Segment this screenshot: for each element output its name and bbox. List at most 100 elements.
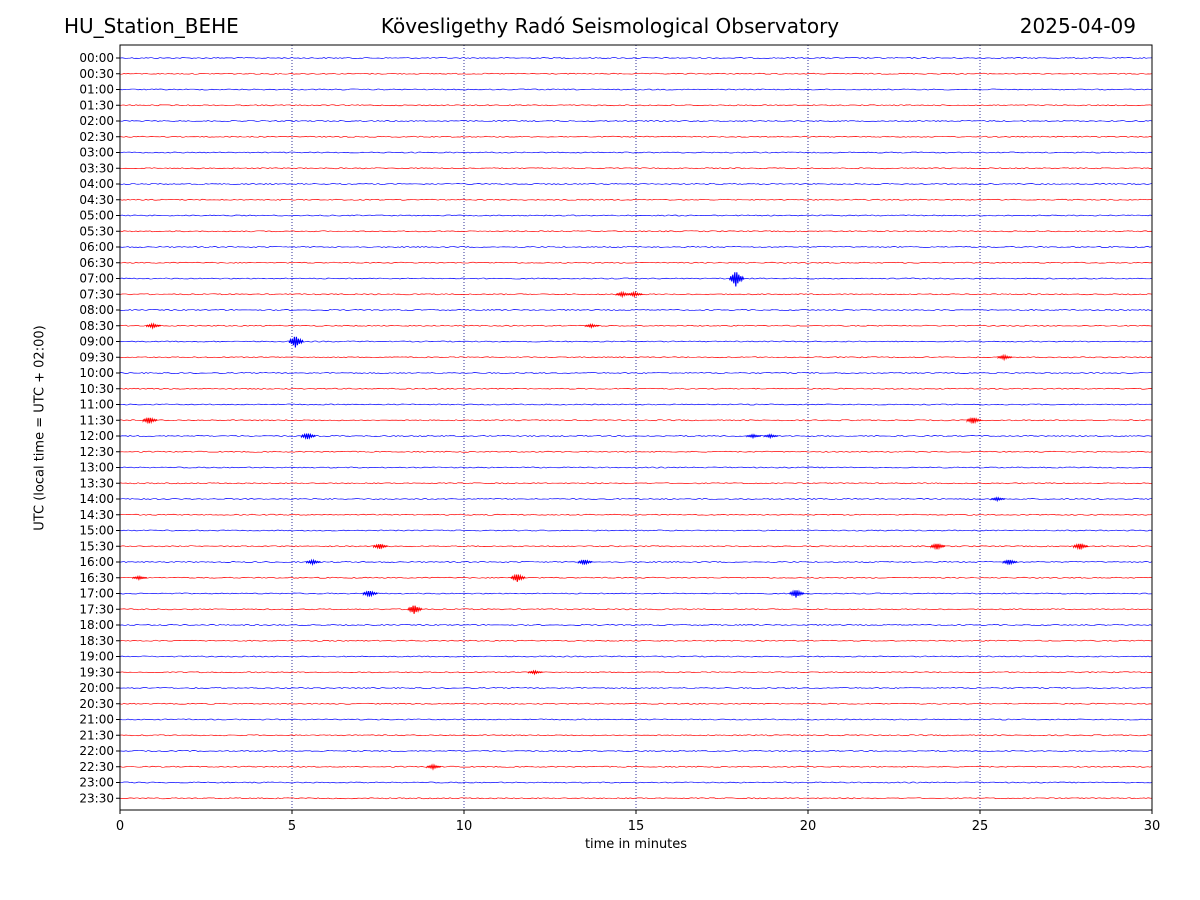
trace-0000 bbox=[119, 57, 1153, 59]
trace-1630 bbox=[119, 576, 1153, 579]
y-tick-label: 11:30 bbox=[79, 413, 114, 427]
trace-1000 bbox=[119, 372, 1153, 374]
y-tick-label: 23:00 bbox=[79, 776, 114, 790]
y-tick-label: 01:00 bbox=[79, 83, 114, 97]
trace-2000 bbox=[119, 687, 1153, 689]
y-tick-label: 00:30 bbox=[79, 67, 114, 81]
y-tick-label: 13:00 bbox=[79, 461, 114, 475]
trace-1930 bbox=[119, 671, 1153, 674]
y-tick-label: 21:30 bbox=[79, 728, 114, 742]
y-tick-label: 14:30 bbox=[79, 508, 114, 522]
y-tick-label: 09:30 bbox=[79, 350, 114, 364]
trace-1700 bbox=[119, 592, 1153, 595]
trace-0700 bbox=[119, 277, 1153, 280]
trace-0130 bbox=[119, 104, 1153, 107]
trace-0830 bbox=[119, 324, 1153, 327]
y-tick-label: 18:30 bbox=[79, 634, 114, 648]
y-tick-label: 15:00 bbox=[79, 524, 114, 538]
y-tick-label: 06:00 bbox=[79, 240, 114, 254]
y-tick-label: 14:00 bbox=[79, 492, 114, 506]
trace-1100 bbox=[119, 403, 1153, 406]
trace-1200 bbox=[119, 435, 1153, 437]
y-tick-label: 06:30 bbox=[79, 256, 114, 270]
y-tick-label: 12:30 bbox=[79, 445, 114, 459]
y-tick-label: 10:00 bbox=[79, 366, 114, 380]
trace-2100 bbox=[119, 718, 1153, 721]
seismic-event-1630 bbox=[510, 573, 526, 582]
trace-1830 bbox=[119, 639, 1153, 642]
trace-0430 bbox=[119, 198, 1153, 201]
y-tick-label: 21:00 bbox=[79, 713, 114, 727]
y-tick-label: 20:00 bbox=[79, 681, 114, 695]
trace-2130 bbox=[119, 734, 1153, 737]
trace-1600 bbox=[119, 561, 1153, 563]
y-tick-label: 04:30 bbox=[79, 193, 114, 207]
y-tick-label: 10:30 bbox=[79, 382, 114, 396]
station-name: HU_Station_BEHE bbox=[64, 14, 239, 38]
y-tick-label: 22:30 bbox=[79, 760, 114, 774]
x-tick-label: 5 bbox=[288, 819, 296, 834]
trace-0600 bbox=[119, 246, 1153, 248]
trace-0730 bbox=[119, 293, 1153, 296]
y-tick-label: 22:00 bbox=[79, 744, 114, 758]
y-tick-label: 05:00 bbox=[79, 209, 114, 223]
x-tick-label: 20 bbox=[800, 819, 817, 834]
trace-0200 bbox=[119, 120, 1153, 122]
y-tick-label: 20:30 bbox=[79, 697, 114, 711]
y-tick-label: 03:30 bbox=[79, 161, 114, 175]
trace-1500 bbox=[119, 529, 1153, 532]
trace-0400 bbox=[119, 183, 1153, 185]
trace-1330 bbox=[119, 482, 1153, 485]
trace-1300 bbox=[119, 466, 1153, 469]
trace-0300 bbox=[119, 151, 1153, 154]
y-tick-label: 19:30 bbox=[79, 665, 114, 679]
y-tick-label: 19:00 bbox=[79, 650, 114, 664]
y-tick-label: 15:30 bbox=[79, 539, 114, 553]
trace-0930 bbox=[119, 356, 1153, 359]
y-tick-label: 05:30 bbox=[79, 224, 114, 238]
y-tick-label: 16:00 bbox=[79, 555, 114, 569]
trace-1230 bbox=[119, 450, 1153, 453]
y-tick-label: 01:30 bbox=[79, 98, 114, 112]
seismic-event-0900 bbox=[288, 336, 304, 348]
y-tick-label: 11:00 bbox=[79, 398, 114, 412]
trace-2200 bbox=[119, 750, 1153, 752]
y-tick-label: 08:00 bbox=[79, 303, 114, 317]
chart-title: Kövesligethy Radó Seismological Observat… bbox=[380, 14, 840, 38]
y-tick-label: 17:30 bbox=[79, 602, 114, 616]
x-tick-label: 0 bbox=[116, 819, 124, 834]
trace-0630 bbox=[119, 261, 1153, 264]
x-tick-label: 15 bbox=[628, 819, 645, 834]
trace-0030 bbox=[119, 72, 1153, 75]
trace-0230 bbox=[119, 135, 1153, 138]
x-axis-label: time in minutes bbox=[584, 837, 688, 852]
y-tick-label: 09:00 bbox=[79, 335, 114, 349]
y-tick-label: 08:30 bbox=[79, 319, 114, 333]
trace-1900 bbox=[119, 655, 1153, 658]
trace-1130 bbox=[119, 419, 1153, 422]
y-tick-label: 12:00 bbox=[79, 429, 114, 443]
trace-1400 bbox=[119, 498, 1153, 500]
y-tick-label: 17:00 bbox=[79, 587, 114, 601]
y-tick-label: 00:00 bbox=[79, 51, 114, 65]
y-tick-label: 23:30 bbox=[79, 791, 114, 805]
x-tick-label: 10 bbox=[456, 819, 473, 834]
y-tick-label: 16:30 bbox=[79, 571, 114, 585]
y-tick-label: 03:00 bbox=[79, 146, 114, 160]
y-tick-label: 13:30 bbox=[79, 476, 114, 490]
trace-1530 bbox=[119, 545, 1153, 548]
seismic-event-0700 bbox=[729, 272, 745, 287]
y-tick-label: 07:30 bbox=[79, 287, 114, 301]
trace-0900 bbox=[119, 340, 1153, 343]
trace-2030 bbox=[119, 702, 1153, 705]
trace-0330 bbox=[119, 167, 1153, 170]
trace-0100 bbox=[119, 88, 1153, 91]
trace-0800 bbox=[119, 309, 1153, 311]
trace-1730 bbox=[119, 608, 1153, 611]
trace-0530 bbox=[119, 230, 1153, 233]
chart-date: 2025-04-09 bbox=[1019, 14, 1136, 38]
trace-0500 bbox=[119, 214, 1153, 217]
y-tick-label: 02:30 bbox=[79, 130, 114, 144]
trace-1030 bbox=[119, 387, 1153, 390]
